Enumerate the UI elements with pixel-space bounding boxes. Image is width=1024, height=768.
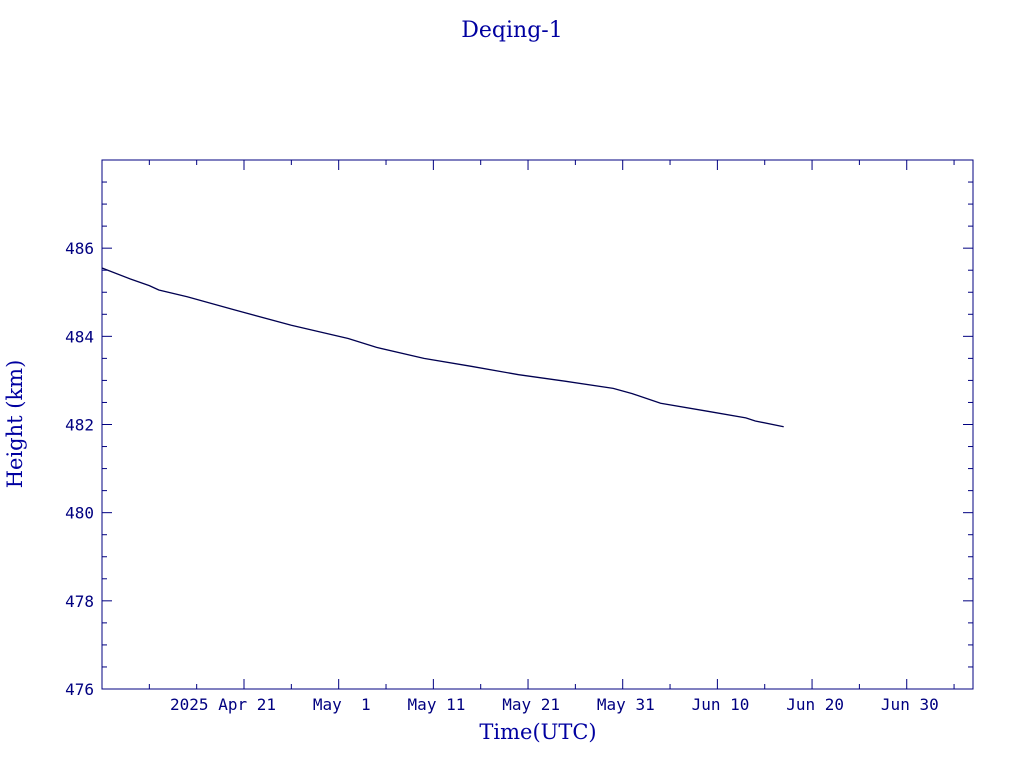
x-tick-label: Jun 30 <box>881 695 939 714</box>
y-axis-ticks <box>102 159 973 690</box>
y-tick-label: 482 <box>65 416 94 435</box>
x-tick-label: May 1 <box>313 695 371 714</box>
series-line <box>101 267 784 428</box>
y-axis-label: Height (km) <box>3 360 27 489</box>
series-layer <box>101 267 784 428</box>
x-tick-label: Jun 20 <box>786 695 844 714</box>
x-axis-tick-labels: 2025 Apr 21 May 1 May 11 May 21 May 31 Jun 10… <box>170 695 939 714</box>
x-axis-ticks <box>101 160 955 689</box>
y-axis-tick-labels: 476 478 480 482 484 486 <box>65 239 94 699</box>
y-tick-label: 484 <box>65 327 94 346</box>
x-tick-label: 2025 Apr 21 <box>170 695 276 714</box>
y-tick-label: 480 <box>65 504 94 523</box>
plot-frame <box>101 159 974 690</box>
y-tick-label: 476 <box>65 680 94 699</box>
x-tick-label: Jun 10 <box>692 695 750 714</box>
y-tick-label: 486 <box>65 239 94 258</box>
x-tick-label: May 21 <box>502 695 560 714</box>
x-axis-label: Time(UTC) <box>479 720 596 744</box>
x-tick-label: May 31 <box>597 695 655 714</box>
chart-title: Deqing-1 <box>461 18 562 43</box>
y-tick-label: 478 <box>65 592 94 611</box>
x-tick-label: May 11 <box>408 695 466 714</box>
